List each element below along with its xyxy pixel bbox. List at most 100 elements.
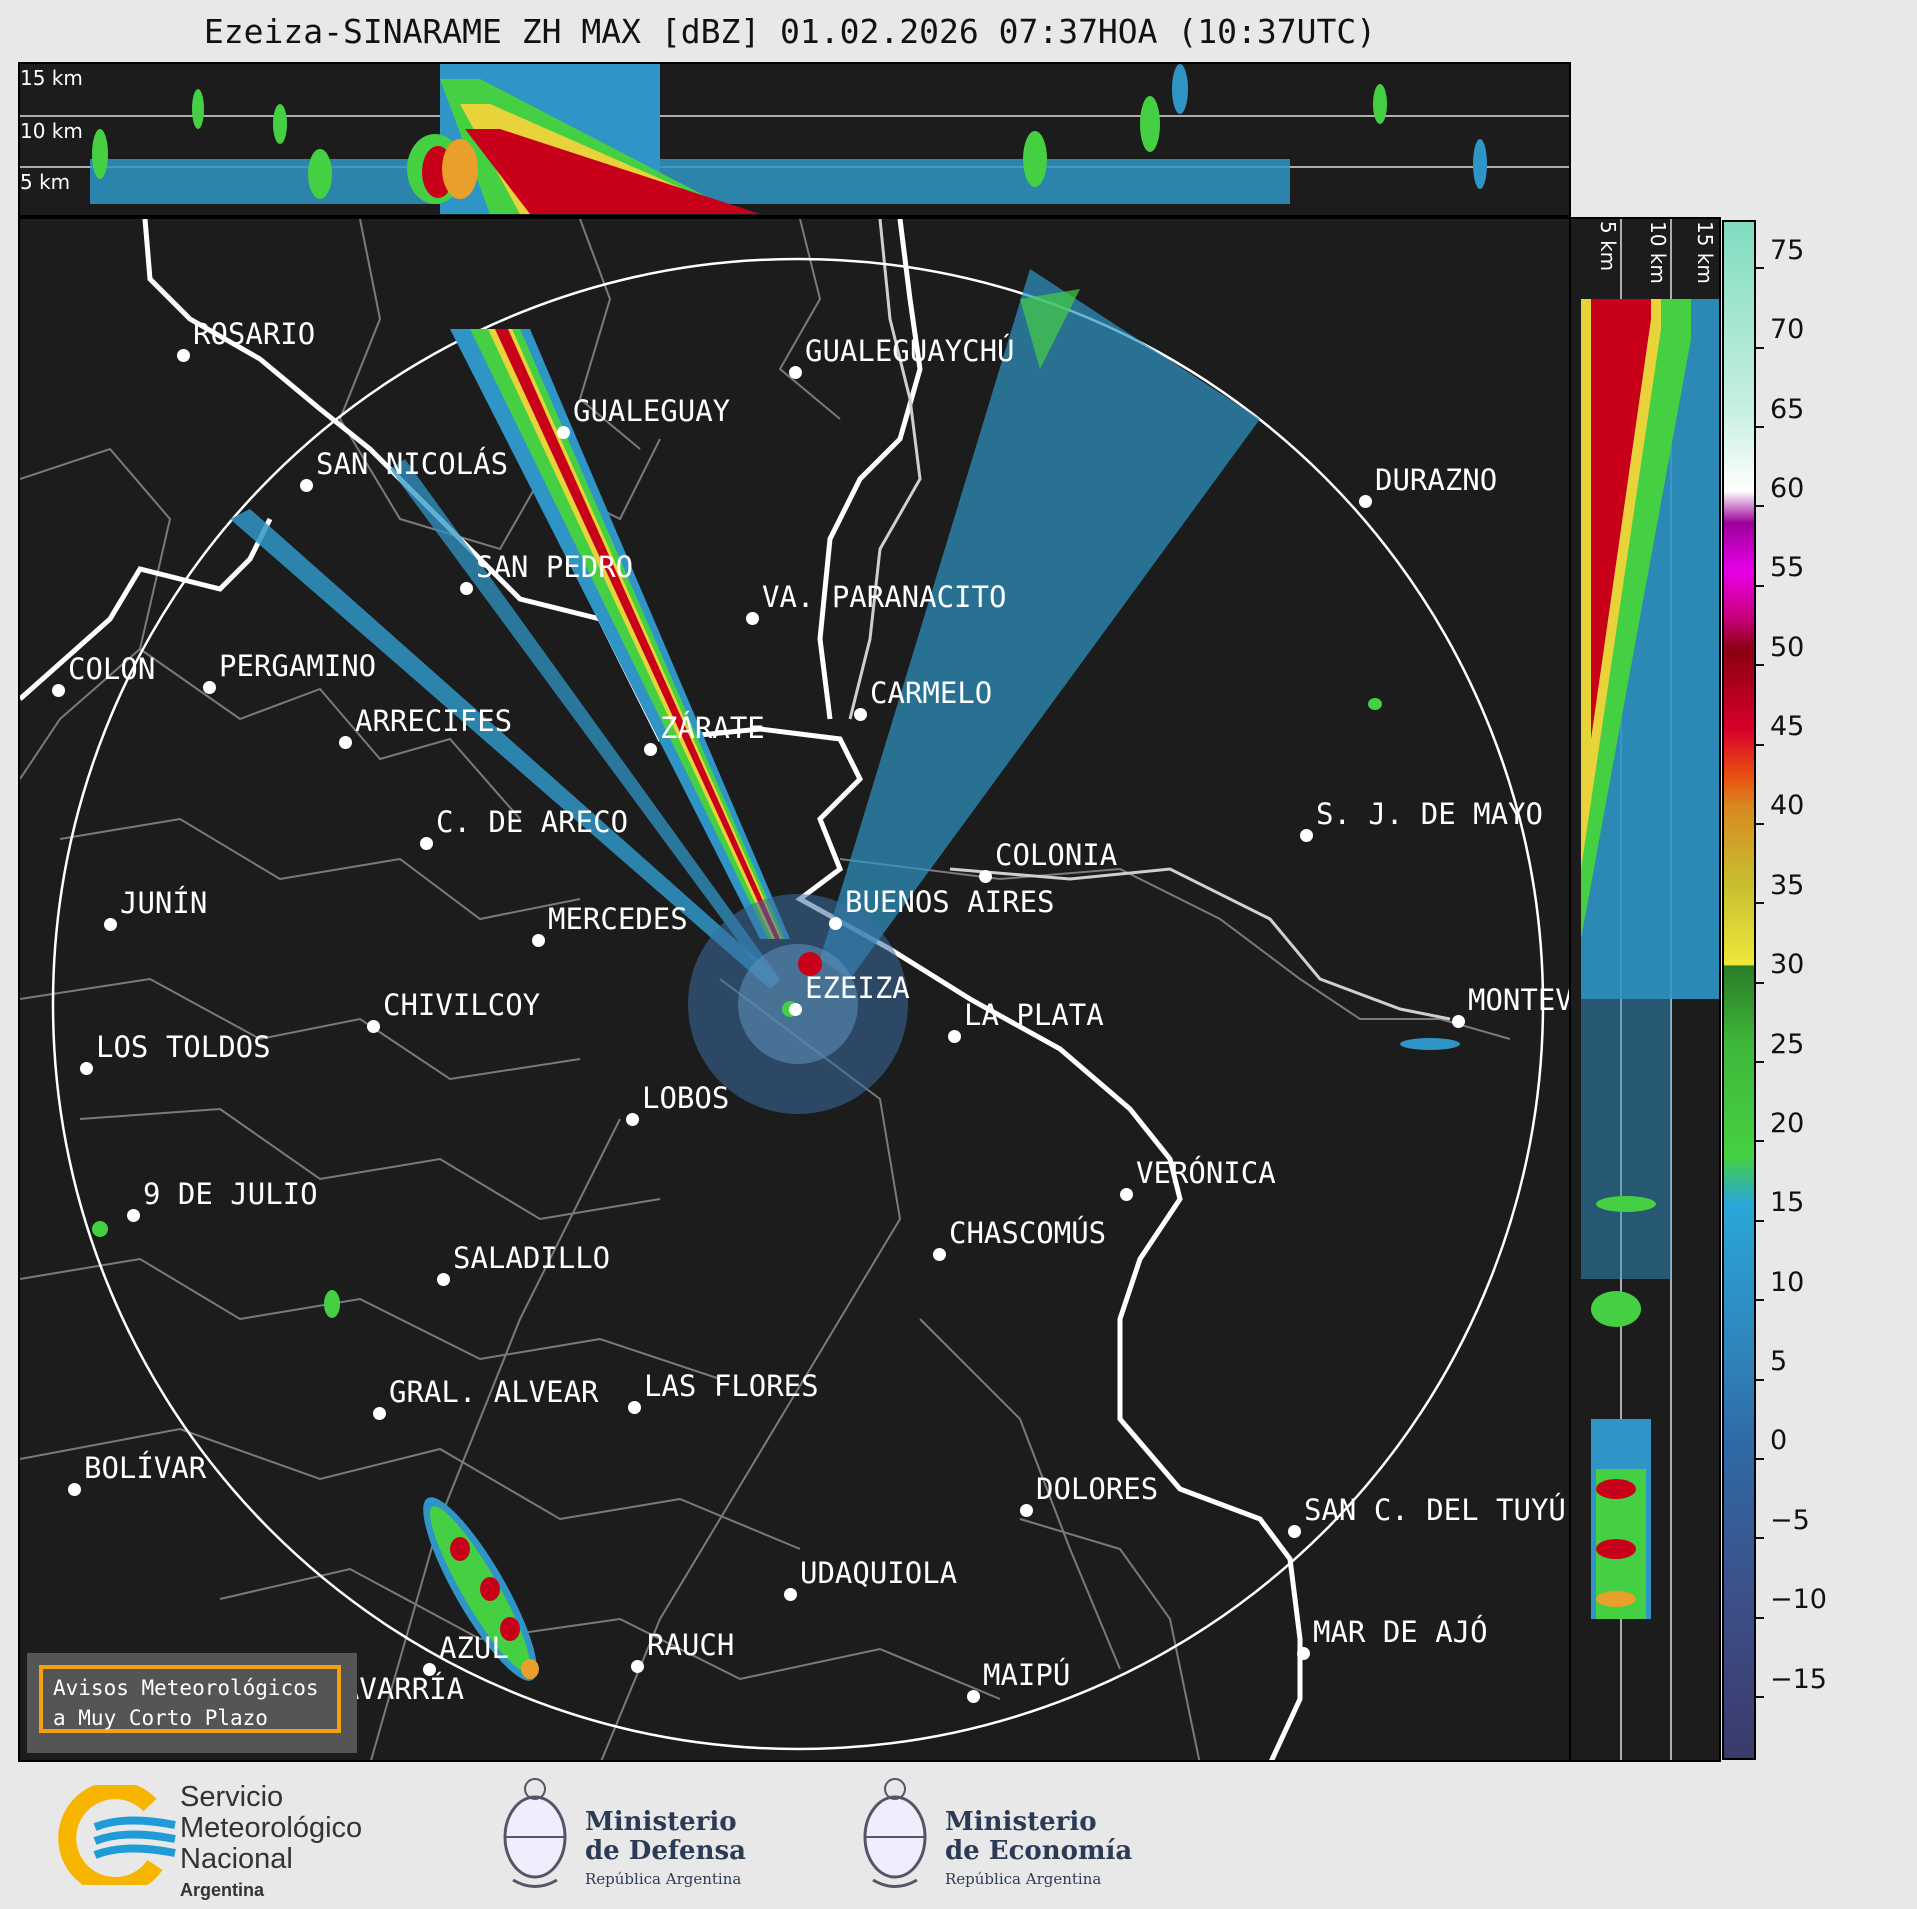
city-dot-icon	[967, 1690, 980, 1703]
colorbar-tick-label: 0	[1756, 1425, 1787, 1473]
city-dot-icon	[80, 1062, 93, 1075]
city-label: COLONIA	[995, 838, 1118, 872]
colorbar-tick-text: 20	[1770, 1107, 1805, 1139]
city-label: S. J. DE MAYO	[1316, 797, 1543, 831]
side-alt-label-5km: 5 km	[1596, 221, 1620, 272]
city-dot-icon	[933, 1248, 946, 1261]
colorbar-tick-text: 45	[1770, 711, 1805, 743]
colorbar-tick-label: 75	[1756, 235, 1804, 283]
economia-line3: República Argentina	[945, 1870, 1102, 1888]
city-dot-icon	[104, 918, 117, 931]
colorbar-tick-text: 75	[1770, 234, 1805, 266]
city-label: MAR DE AJÓ	[1313, 1615, 1488, 1649]
colorbar-tick-text: −15	[1770, 1663, 1827, 1695]
smn-line1: Servicio	[180, 1781, 284, 1813]
colorbar-tick-label: 45	[1756, 711, 1804, 759]
map-layer	[20, 219, 1545, 1760]
top-echo-layer	[20, 64, 1569, 214]
colorbar-tick-label: 50	[1756, 632, 1804, 680]
city-dot-icon	[373, 1407, 386, 1420]
city-dot-icon	[1297, 1647, 1310, 1660]
city-label: GUALEGUAY	[573, 394, 731, 428]
colorbar-tick-label: 10	[1756, 1267, 1804, 1315]
city-dot-icon	[626, 1113, 639, 1126]
top-alt-label-10km: 10 km	[20, 119, 83, 143]
coat-of-arms-defensa-icon	[503, 1778, 567, 1888]
city-dot-icon	[1020, 1504, 1033, 1517]
colorbar-tick-label: 25	[1756, 1029, 1804, 1077]
coat-of-arms-economia-icon	[863, 1778, 927, 1888]
city-label: LA PLATA	[964, 998, 1104, 1032]
city-label: CHASCOMÚS	[949, 1216, 1107, 1250]
colorbar-tick-label: 15	[1756, 1187, 1804, 1235]
radar-map[interactable]: ROSARIO GUALEGUAYCHÚ GUALEGUAY SAN NICOLÁS D…	[18, 217, 1571, 1762]
city-label: SAN NICOLÁS	[316, 447, 509, 481]
city-label: MAIPÚ	[983, 1658, 1071, 1692]
city-label: AZUL	[439, 1631, 509, 1665]
city-label: ARRECIFES	[355, 704, 513, 738]
city-label: JUNÍN	[120, 886, 208, 920]
colorbar-tick-text: 50	[1770, 631, 1805, 663]
city-dot-icon	[177, 349, 190, 362]
city-dot-icon	[532, 934, 545, 947]
city-label: GRAL. ALVEAR	[389, 1375, 599, 1409]
city-label: PERGAMINO	[219, 649, 377, 683]
city-dot-icon	[423, 1663, 436, 1676]
economia-line1: Ministerio	[945, 1807, 1097, 1837]
defensa-line3: República Argentina	[585, 1870, 742, 1888]
city-label: VA. PARANACITO	[762, 580, 1007, 614]
colorbar-tick-label: 70	[1756, 314, 1804, 362]
smn-line4: Argentina	[180, 1880, 265, 1900]
top-alt-label-5km: 5 km	[20, 170, 71, 194]
colorbar-tick-text: −5	[1770, 1504, 1810, 1536]
city-dot-icon	[437, 1273, 450, 1286]
colorbar-tick-label: 5	[1756, 1346, 1787, 1394]
economia-line2: de Economía	[945, 1836, 1133, 1866]
city-label: ZÁRATE	[660, 711, 765, 745]
smn-logo-icon	[58, 1785, 176, 1885]
city-dot-icon	[746, 612, 759, 625]
colorbar-tick-label: 55	[1756, 552, 1804, 600]
colorbar-tick-label: 65	[1756, 394, 1804, 442]
city-label: COLON	[68, 652, 156, 686]
city-label: 9 DE JULIO	[143, 1177, 318, 1211]
city-dot-icon	[628, 1401, 641, 1414]
city-label: SAN C. DEL TUYÚ	[1304, 1493, 1566, 1527]
colorbar-tick-label: 35	[1756, 870, 1804, 918]
city-dot-icon	[203, 681, 216, 694]
city-dot-icon	[948, 1030, 961, 1043]
colorbar-tick-label: 20	[1756, 1108, 1804, 1156]
city-label: RAUCH	[647, 1628, 735, 1662]
city-label: MERCEDES	[548, 902, 688, 936]
city-label: EZEIZA	[805, 971, 910, 1005]
city-dot-icon	[979, 870, 992, 883]
colorbar-tick-text: 15	[1770, 1187, 1805, 1219]
side-alt-label-15km: 15 km	[1693, 221, 1717, 284]
city-label: CARMELO	[870, 676, 993, 710]
city-dot-icon	[300, 479, 313, 492]
city-dot-icon	[339, 736, 352, 749]
colorbar-ticks: 75 70 65 60 55 50 45 40 35 30 25 20 15 10 5 0 −5 −10 −15	[1756, 220, 1836, 1760]
city-label: SAN PEDRO	[476, 550, 634, 584]
dbz-colorbar	[1722, 220, 1756, 1760]
colorbar-tick-label: −10	[1756, 1584, 1827, 1632]
city-dot-icon	[1452, 1015, 1465, 1028]
city-label: ROSARIO	[193, 317, 316, 351]
colorbar-tick-label: 40	[1756, 790, 1804, 838]
colorbar-tick-label: −5	[1756, 1505, 1810, 1553]
avisos-box[interactable]: Avisos Meteorológicos a Muy Corto Plazo	[27, 1653, 357, 1753]
city-label: LAS FLORES	[644, 1369, 819, 1403]
city-label: GUALEGUAYCHÚ	[805, 334, 1015, 368]
city-label: CHIVILCOY	[383, 988, 541, 1022]
city-label: UDAQUIOLA	[800, 1556, 958, 1590]
avisos-line1: Avisos Meteorológicos	[53, 1676, 319, 1700]
side-echo-layer	[1581, 219, 1719, 1760]
colorbar-tick-text: 70	[1770, 314, 1805, 346]
city-dot-icon	[829, 917, 842, 930]
economia-logo-text: Ministerio de Economía República Argenti…	[945, 1807, 1133, 1889]
vertical-cross-section-top: 15 km 10 km 5 km	[18, 62, 1571, 217]
city-label: C. DE ARECO	[436, 805, 629, 839]
colorbar-tick-text: 55	[1770, 552, 1805, 584]
city-dot-icon	[789, 1003, 802, 1016]
defensa-logo-text: Ministerio de Defensa República Argentin…	[585, 1808, 746, 1889]
